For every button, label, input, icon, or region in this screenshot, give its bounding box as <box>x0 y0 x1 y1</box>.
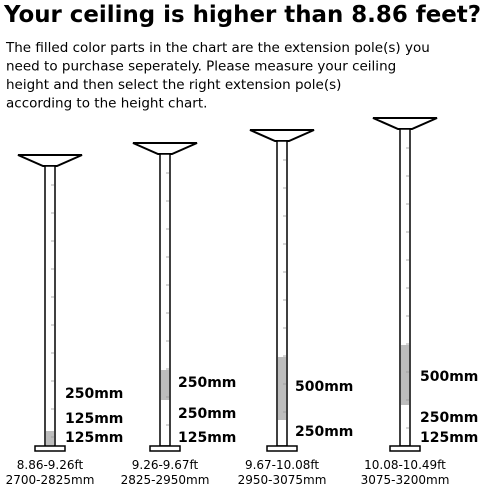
pole-base <box>149 445 181 452</box>
range-ft: 9.26-9.67ft <box>132 458 199 472</box>
length-label: 250mm <box>178 375 236 391</box>
description: The filled color parts in the chart are … <box>5 40 430 112</box>
title: Your ceiling is higher than 8.86 feet? <box>3 2 481 28</box>
length-label: 125mm <box>65 411 123 427</box>
description-line: need to purchase seperately. Please meas… <box>6 59 396 75</box>
pole-base <box>34 445 66 452</box>
length-label: 500mm <box>420 369 478 385</box>
range-mm: 3075-3200mm <box>361 473 450 487</box>
range-mm: 2700-2825mm <box>6 473 95 487</box>
pole-cap <box>249 129 315 142</box>
length-label: 250mm <box>420 410 478 426</box>
description-line: The filled color parts in the chart are … <box>5 40 430 56</box>
length-label: 125mm <box>65 430 123 446</box>
range-mm: 2950-3075mm <box>238 473 327 487</box>
length-label: 250mm <box>178 406 236 422</box>
range-mm: 2825-2950mm <box>121 473 210 487</box>
pole-cap <box>17 154 83 167</box>
pole-cap <box>132 142 198 155</box>
range-ft: 8.86-9.26ft <box>17 458 84 472</box>
extension-fill <box>161 370 169 400</box>
pole-shaft <box>44 165 56 447</box>
poles: 250mm125mm125mm8.86-9.26ft2700-2825mm250… <box>6 117 478 487</box>
extension-fill <box>401 345 409 405</box>
extension-fill <box>46 431 54 446</box>
length-label: 125mm <box>420 430 478 446</box>
pole-base <box>389 445 421 452</box>
extension-fill <box>278 357 286 420</box>
pole-base <box>266 445 298 452</box>
length-label: 250mm <box>65 386 123 402</box>
pole-shaft <box>159 153 171 447</box>
description-line: according to the height chart. <box>6 96 207 112</box>
length-label: 125mm <box>178 430 236 446</box>
range-ft: 10.08-10.49ft <box>364 458 446 472</box>
description-line: height and then select the right extensi… <box>6 77 341 93</box>
pole-cap <box>372 117 438 130</box>
length-label: 250mm <box>295 424 353 440</box>
range-ft: 9.67-10.08ft <box>245 458 319 472</box>
length-label: 500mm <box>295 379 353 395</box>
